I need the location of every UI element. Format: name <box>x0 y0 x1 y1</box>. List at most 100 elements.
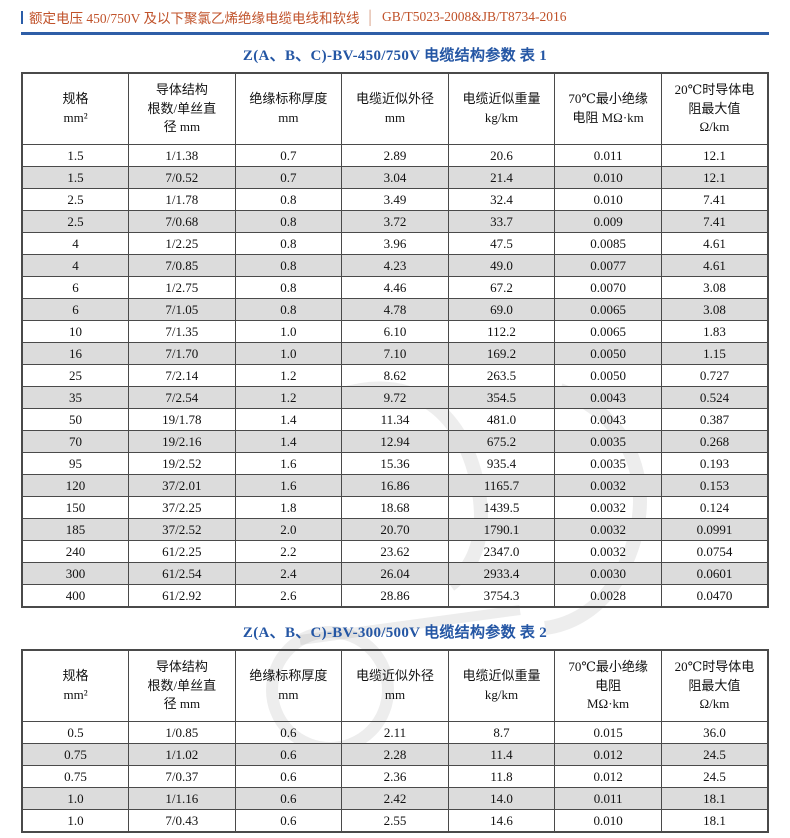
column-header-line: mm <box>278 687 299 702</box>
cell: 33.7 <box>447 210 556 233</box>
cell: 0.8 <box>234 210 343 233</box>
header-divider-line <box>21 32 769 35</box>
column-header-line: 导体结构 <box>155 658 208 674</box>
table-row: 1.5 7/0.52 0.7 3.04 21.4 0.010 12.1 <box>21 166 769 189</box>
column-header: 20℃时导体电 阻最大值 Ω/km <box>660 649 769 722</box>
cell: 185 <box>21 518 130 541</box>
table-row: 4 7/0.85 0.8 4.23 49.0 0.0077 4.61 <box>21 254 769 277</box>
cell: 0.8 <box>234 276 343 299</box>
column-header-line: 20℃时导体电 <box>674 658 755 674</box>
cell: 7/0.52 <box>128 166 236 189</box>
table-row: 150 37/2.25 1.8 18.68 1439.5 0.0032 0.124 <box>21 496 769 519</box>
column-header-line: mm² <box>63 110 88 125</box>
table-row: 240 61/2.25 2.2 23.62 2347.0 0.0032 0.0754 <box>21 540 769 563</box>
cell: 7/2.14 <box>128 364 236 387</box>
cell: 0.011 <box>554 787 662 810</box>
table-row: 2.5 1/1.78 0.8 3.49 32.4 0.010 7.41 <box>21 188 769 211</box>
cell: 0.0991 <box>660 518 769 541</box>
cell: 37/2.25 <box>128 496 236 519</box>
standard-number: GB/T5023-2008&JB/T8734-2016 <box>381 9 567 24</box>
cell: 0.8 <box>234 188 343 211</box>
cell: 1.2 <box>234 364 343 387</box>
table-row: 25 7/2.14 1.2 8.62 263.5 0.0050 0.727 <box>21 364 769 387</box>
cell: 1.83 <box>660 320 769 343</box>
cell: 4.61 <box>660 254 769 277</box>
cell: 1.2 <box>234 386 343 409</box>
column-header-line: 绝缘标称厚度 <box>249 91 328 107</box>
cell: 14.6 <box>447 809 556 833</box>
cell: 3.72 <box>341 210 449 233</box>
cell: 1.6 <box>234 474 343 497</box>
cell: 1.5 <box>21 144 130 167</box>
table-row: 6 7/1.05 0.8 4.78 69.0 0.0065 3.08 <box>21 298 769 321</box>
cell: 32.4 <box>447 188 556 211</box>
cell: 1.8 <box>234 496 343 519</box>
cell: 0.0050 <box>554 364 662 387</box>
cell: 26.04 <box>341 562 449 585</box>
cell: 11.8 <box>447 765 556 788</box>
column-header-line: 导体结构 <box>155 81 208 97</box>
cell: 2.5 <box>21 188 130 211</box>
column-header: 电缆近似重量 kg/km <box>447 72 556 145</box>
cell: 0.75 <box>21 743 130 766</box>
cell: 0.6 <box>234 787 343 810</box>
cell: 18.68 <box>341 496 449 519</box>
cell: 0.011 <box>554 144 662 167</box>
cell: 0.0754 <box>660 540 769 563</box>
column-header-line: 电缆近似外径 <box>355 668 434 684</box>
cell: 300 <box>21 562 130 585</box>
cell: 35 <box>21 386 130 409</box>
cell: 24.5 <box>660 765 769 788</box>
cell: 0.010 <box>554 809 662 833</box>
table-row: 4 1/2.25 0.8 3.96 47.5 0.0085 4.61 <box>21 232 769 255</box>
column-header: 规格 mm² <box>21 649 130 722</box>
cell: 0.0601 <box>660 562 769 585</box>
table-row: 0.5 1/0.85 0.6 2.11 8.7 0.015 36.0 <box>21 721 769 744</box>
cell: 21.4 <box>447 166 556 189</box>
cell: 2.55 <box>341 809 449 833</box>
cell: 1/1.38 <box>128 144 236 167</box>
cell: 263.5 <box>447 364 556 387</box>
cell: 15.36 <box>341 452 449 475</box>
cell: 0.0030 <box>554 562 662 585</box>
cell: 112.2 <box>447 320 556 343</box>
cell: 0.5 <box>21 721 130 744</box>
cell: 354.5 <box>447 386 556 409</box>
table-row: 400 61/2.92 2.6 28.86 3754.3 0.0028 0.0470 <box>21 584 769 608</box>
cell: 6.10 <box>341 320 449 343</box>
cell: 7.41 <box>660 210 769 233</box>
cell: 7/0.37 <box>128 765 236 788</box>
table-row: 2.5 7/0.68 0.8 3.72 33.7 0.009 7.41 <box>21 210 769 233</box>
column-header-line: 20℃时导体电 <box>674 81 755 97</box>
cell: 0.6 <box>234 721 343 744</box>
cell: 120 <box>21 474 130 497</box>
cell: 11.34 <box>341 408 449 431</box>
cell: 3754.3 <box>447 584 556 608</box>
cell: 8.62 <box>341 364 449 387</box>
cell: 0.010 <box>554 166 662 189</box>
column-header-line: 阻最大值 <box>688 100 741 116</box>
header-row: 规格 mm² 导体结构 根数/单丝直径 mm 绝缘标称厚度 mm 电缆近似外径 mm 电缆近似重… <box>21 649 769 722</box>
cell: 0.009 <box>554 210 662 233</box>
cell: 19/1.78 <box>128 408 236 431</box>
cell: 675.2 <box>447 430 556 453</box>
column-header: 绝缘标称厚度 mm <box>234 72 343 145</box>
cell: 0.524 <box>660 386 769 409</box>
cell: 1.0 <box>21 787 130 810</box>
cell: 0.0032 <box>554 474 662 497</box>
header-separator: │ <box>366 9 375 25</box>
cell: 69.0 <box>447 298 556 321</box>
cell: 0.7 <box>234 166 343 189</box>
cell: 2.36 <box>341 765 449 788</box>
table-row: 1.0 1/1.16 0.6 2.42 14.0 0.011 18.1 <box>21 787 769 810</box>
cell: 7.41 <box>660 188 769 211</box>
cell: 0.0065 <box>554 320 662 343</box>
column-header-line: mm <box>384 687 406 702</box>
cell: 1790.1 <box>447 518 556 541</box>
table2-body: 0.5 1/0.85 0.6 2.11 8.7 0.015 36.0 0.75 1/1.02 0.… <box>21 721 769 833</box>
column-header: 70℃最小绝缘 电阻 MΩ·km <box>554 72 662 145</box>
cell: 1.5 <box>21 166 130 189</box>
column-header-line: 电阻 <box>595 677 622 693</box>
cell: 6 <box>21 298 130 321</box>
